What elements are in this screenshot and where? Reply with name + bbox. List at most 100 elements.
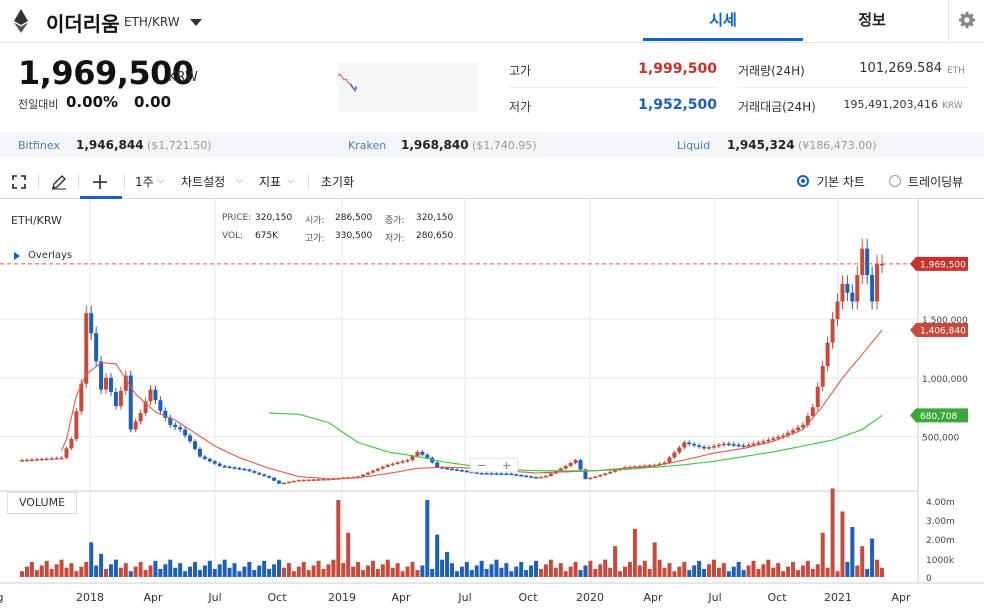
- candle: [795, 427, 800, 431]
- volume-bar: [830, 488, 835, 577]
- chevron-down-icon[interactable]: ⌵: [287, 175, 295, 186]
- volume-bar: [306, 570, 311, 577]
- tab-quote[interactable]: 시세: [643, 0, 803, 41]
- candle: [272, 477, 277, 481]
- volume-bar: [440, 559, 445, 577]
- fullscreen-icon[interactable]: [12, 175, 26, 189]
- ma-short-line: [60, 329, 883, 480]
- crosshair-icon[interactable]: [92, 174, 108, 190]
- volume-bar: [489, 564, 494, 577]
- volume-bar: [692, 565, 697, 577]
- volume-bar: [474, 565, 479, 577]
- basic-chart-radio[interactable]: [797, 175, 809, 187]
- coin-pair[interactable]: ETH/KRW: [124, 15, 180, 29]
- volume-bar: [538, 568, 543, 577]
- candle: [370, 470, 375, 473]
- candle: [425, 454, 430, 458]
- indicators-menu[interactable]: 지표: [259, 175, 282, 189]
- candle: [222, 465, 227, 468]
- volume-bar: [217, 564, 222, 577]
- volume-bar: [405, 566, 410, 577]
- candle: [464, 470, 469, 473]
- volume-bar: [44, 560, 49, 577]
- volume-bar: [529, 565, 534, 577]
- info-open: 286,500: [335, 213, 373, 223]
- chart-settings-menu[interactable]: 차트설정: [181, 175, 226, 189]
- candle: [39, 458, 44, 461]
- candle: [361, 474, 366, 477]
- exchange-jpy: (¥186,473.00): [798, 139, 877, 152]
- settings-button[interactable]: [948, 0, 984, 41]
- low-label: 저가: [509, 100, 532, 114]
- interval-select[interactable]: 1주: [135, 175, 154, 189]
- candle: [29, 459, 34, 462]
- candle: [880, 263, 884, 266]
- volume-bar: [667, 563, 672, 577]
- volume-bar: [341, 563, 346, 577]
- candle: [672, 452, 677, 458]
- x-tick-label: 2018: [76, 591, 104, 604]
- volume-bar: [158, 568, 163, 577]
- candle: [454, 469, 459, 471]
- volume-bar: [860, 546, 865, 577]
- exchange-name[interactable]: Liquid: [677, 139, 711, 152]
- volume-bar: [459, 566, 464, 577]
- candle: [380, 466, 385, 469]
- volume-bar: [642, 560, 647, 577]
- info-low: 280,650: [416, 231, 454, 241]
- candle: [855, 275, 860, 302]
- candle: [316, 479, 321, 481]
- change-label: 전일대비: [18, 98, 59, 111]
- coin-name[interactable]: 이더리움: [46, 12, 120, 36]
- tradingview-label[interactable]: 트레이딩뷰: [908, 175, 964, 189]
- candle: [128, 375, 133, 430]
- candle: [598, 474, 603, 477]
- pencil-icon[interactable]: [51, 174, 67, 190]
- info-label: 고가:: [305, 234, 325, 244]
- volume-tick-label: 4.00m: [926, 498, 955, 508]
- price-unit: KRW: [168, 70, 198, 85]
- x-tick-label: 2021: [824, 591, 852, 604]
- candle: [123, 375, 128, 391]
- chevron-down-icon[interactable]: [190, 19, 202, 26]
- price-tick-label: 1,000,000: [922, 375, 968, 385]
- tradingview-radio[interactable]: [889, 175, 901, 187]
- candle: [697, 445, 702, 447]
- candle: [321, 479, 326, 481]
- chevron-down-icon[interactable]: ⌵: [236, 175, 244, 186]
- tab-info[interactable]: 정보: [858, 11, 886, 29]
- price-chart[interactable]: 500,000 1,000,000 1,500,000 0 1000k 2.00m 3.00…: [0, 199, 984, 613]
- candle: [118, 390, 123, 407]
- exchange-name[interactable]: Kraken: [348, 139, 387, 152]
- basic-chart-label[interactable]: 기본 차트: [817, 175, 865, 189]
- volume-value: 101,269.584: [859, 61, 942, 76]
- volume-bar: [311, 565, 316, 577]
- expand-icon[interactable]: [14, 252, 20, 260]
- exchange-name[interactable]: Bitfinex: [18, 139, 60, 152]
- volume-bar: [173, 567, 178, 577]
- chevron-down-icon[interactable]: ⌵: [157, 175, 165, 186]
- candle: [489, 473, 494, 475]
- overlays-toggle[interactable]: Overlays: [28, 250, 73, 261]
- zoom-control: [469, 457, 519, 473]
- volume-bar: [277, 559, 282, 577]
- volume-bar: [519, 561, 524, 577]
- candle: [247, 469, 252, 472]
- candle: [820, 366, 825, 387]
- candle: [578, 460, 583, 470]
- reset-button[interactable]: 초기화: [321, 175, 355, 189]
- price-badge: [910, 256, 968, 271]
- x-tick-label: Apr: [143, 591, 163, 604]
- candle: [524, 475, 529, 478]
- candle: [405, 460, 410, 462]
- volume-bar: [697, 560, 702, 577]
- volume-bar: [850, 526, 855, 577]
- candle: [484, 473, 489, 475]
- volume-bar: [370, 560, 375, 577]
- volume-bar: [207, 560, 212, 577]
- candle: [286, 481, 291, 484]
- volume-bar: [637, 565, 642, 577]
- price-badge: [910, 323, 968, 338]
- candle: [59, 457, 64, 460]
- volume-bar: [20, 571, 24, 577]
